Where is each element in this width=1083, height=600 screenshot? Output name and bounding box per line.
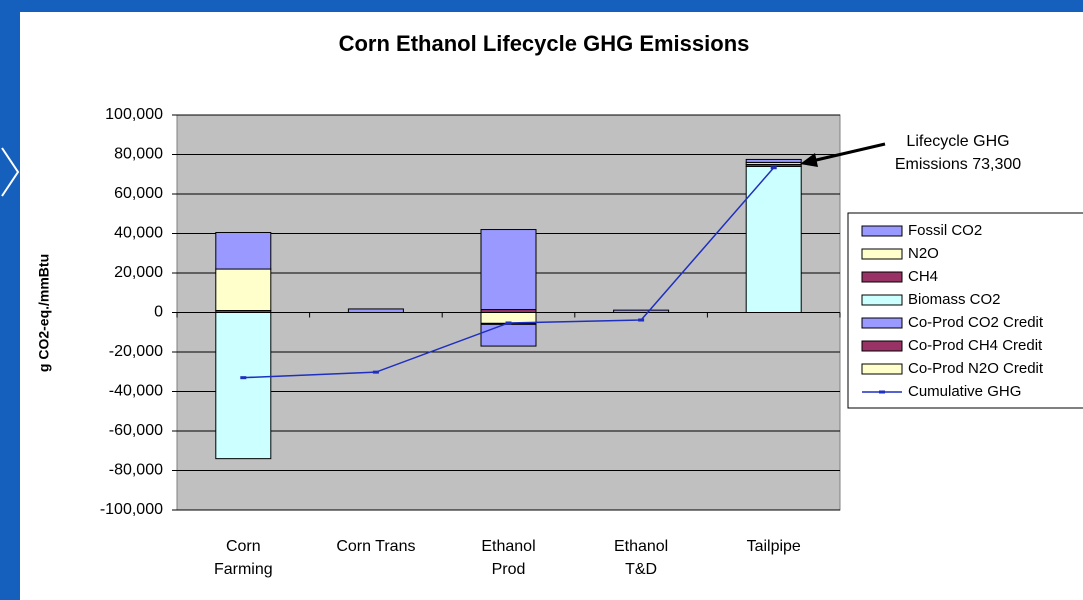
annotation-arrow — [811, 142, 886, 163]
y-tick-label: -80,000 — [109, 462, 163, 479]
legend-box — [847, 212, 1083, 409]
legend-label: Co-Prod N2O Credit — [908, 360, 1044, 377]
x-tick-label: Corn — [226, 538, 261, 555]
annotation: Lifecycle GHG — [906, 133, 1009, 150]
annotation: Emissions 73,300 — [895, 156, 1021, 173]
line-marker — [372, 370, 379, 374]
x-tick-label: Prod — [492, 561, 526, 578]
legend-swatch — [861, 340, 903, 352]
bar-segment — [347, 308, 404, 314]
y-tick-label: -100,000 — [100, 501, 163, 518]
legend-label: Co-Prod CH4 Credit — [908, 337, 1043, 354]
legend-swatch — [861, 271, 903, 283]
y-tick-label: 40,000 — [114, 225, 163, 242]
legend-label: N2O — [908, 245, 939, 262]
legend-swatch — [861, 248, 903, 260]
bar-segment — [215, 312, 272, 460]
y-tick-label: 100,000 — [105, 106, 163, 123]
legend-swatch — [861, 363, 903, 375]
line-marker — [240, 376, 247, 380]
legend-label: Fossil CO2 — [908, 222, 982, 239]
line-marker — [638, 318, 645, 322]
decoration — [1, 147, 20, 197]
bar-segment — [480, 229, 537, 311]
y-tick-label: 0 — [154, 304, 163, 321]
bar-segment — [745, 165, 802, 313]
y-tick-label: 80,000 — [114, 146, 163, 163]
y-tick-label: 20,000 — [114, 264, 163, 281]
bar-segment — [215, 232, 272, 270]
annotation-arrowhead — [800, 153, 818, 167]
legend-label: Biomass CO2 — [908, 291, 1001, 308]
legend-label: CH4 — [908, 268, 938, 285]
bar-segment — [215, 268, 272, 312]
legend-swatch — [861, 225, 903, 237]
line-marker — [505, 321, 512, 325]
bar-segment — [480, 323, 537, 347]
x-tick-label: T&D — [625, 561, 657, 578]
x-tick-label: Ethanol — [481, 538, 535, 555]
y-tick-label: -60,000 — [109, 422, 163, 439]
legend-label: Co-Prod CO2 Credit — [908, 314, 1044, 331]
legend-swatch — [861, 294, 903, 306]
y-tick-label: -20,000 — [109, 343, 163, 360]
legend-marker — [879, 390, 885, 394]
y-tick-label: 60,000 — [114, 185, 163, 202]
bar-segment — [613, 309, 670, 314]
line-marker — [770, 166, 777, 170]
legend-label: Cumulative GHG — [908, 383, 1021, 400]
y-tick-label: -40,000 — [109, 383, 163, 400]
x-tick-label: Ethanol — [614, 538, 668, 555]
x-tick-label: Corn Trans — [336, 538, 415, 555]
x-tick-label: Farming — [214, 561, 273, 578]
legend-swatch — [861, 317, 903, 329]
x-tick-label: Tailpipe — [747, 538, 801, 555]
chart-title: Corn Ethanol Lifecycle GHG Emissions — [339, 31, 750, 56]
y-axis-label: g CO2-eq./mmBtu — [36, 254, 52, 372]
bar-segment — [745, 158, 802, 163]
